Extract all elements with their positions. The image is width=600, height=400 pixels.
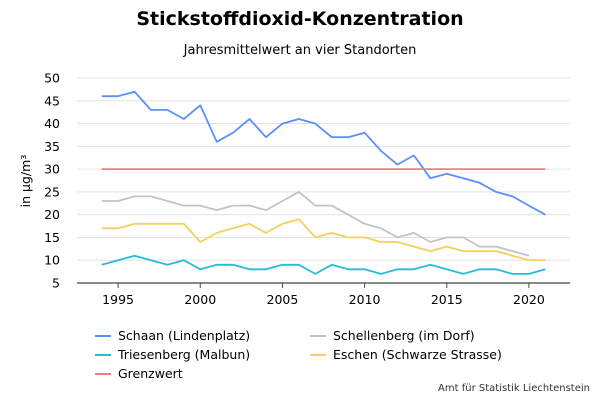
- y-tick-label: 10: [44, 253, 60, 268]
- y-tick-label: 40: [44, 116, 60, 131]
- grid-lines: [77, 77, 570, 284]
- y-tick-label: 50: [44, 71, 60, 86]
- legend-item: Triesenberg (Malbun): [95, 347, 250, 362]
- y-axis-label: in µg/m³: [18, 155, 33, 208]
- x-tick-label: 2000: [184, 292, 216, 307]
- legend-item: Eschen (Schwarze Strasse): [310, 347, 502, 362]
- legend-label: Grenzwert: [118, 366, 183, 381]
- legend-swatch: [95, 372, 111, 375]
- x-tick-label: 2010: [349, 292, 381, 307]
- legend-swatch: [310, 353, 326, 356]
- series-line-eschen-schwarze-strasse: [101, 218, 546, 262]
- y-tick-label: 20: [44, 207, 60, 222]
- y-tick-label: 25: [44, 184, 60, 199]
- legend-item: Schaan (Lindenplatz): [95, 328, 250, 343]
- y-tick-label: 30: [44, 162, 60, 177]
- chart-title: Stickstoffdioxid-Konzentration: [136, 8, 464, 30]
- series-lines: [101, 90, 546, 275]
- x-tick-labels: 1995 2000 2005 2010 2015 2020: [102, 283, 545, 307]
- legend-label: Triesenberg (Malbun): [118, 347, 251, 362]
- legend-item: Schellenberg (im Dorf): [310, 328, 475, 343]
- x-tick-label: 1995: [102, 292, 134, 307]
- chart-subtitle: Jahresmittelwert an vier Standorten: [183, 43, 417, 58]
- legend-label: Eschen (Schwarze Strasse): [333, 347, 502, 362]
- x-tick-label: 2005: [267, 292, 299, 307]
- x-tick-label: 2020: [513, 292, 545, 307]
- source-note: Amt für Statistik Liechtenstein: [438, 383, 590, 394]
- series-line-schellenberg-im-dorf: [101, 190, 530, 257]
- legend-swatch: [310, 334, 326, 337]
- legend-swatch: [95, 334, 111, 337]
- legend-label: Schaan (Lindenplatz): [118, 328, 251, 343]
- series-line-schaan-lindenplatz: [101, 90, 546, 216]
- legend-label: Schellenberg (im Dorf): [333, 328, 475, 343]
- x-tick-label: 2015: [431, 292, 463, 307]
- legend-item: Grenzwert: [95, 366, 183, 381]
- y-tick-label: 35: [44, 139, 60, 154]
- y-tick-label: 15: [44, 230, 60, 245]
- y-tick-label: 5: [52, 276, 60, 291]
- series-line-triesenberg-malbun: [101, 254, 546, 275]
- y-tick-label: 45: [44, 93, 60, 108]
- legend-swatch: [95, 353, 111, 356]
- y-tick-labels: 5 10 15 20 25 30 35 40 45 50: [44, 71, 60, 291]
